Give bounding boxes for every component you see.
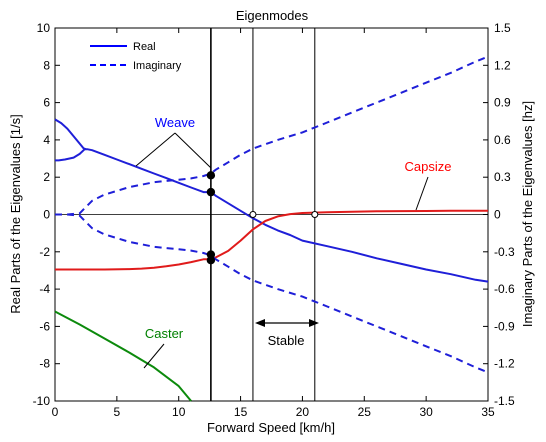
legend: Real Imaginary — [90, 41, 182, 72]
chart-title: Eigenmodes — [236, 8, 309, 23]
right-y-tick-label: -1.2 — [494, 357, 515, 371]
legend-real-label: Real — [133, 41, 156, 53]
right-y-tick-label: 1.5 — [494, 21, 511, 35]
series-line-4-imaginary — [55, 55, 489, 216]
right-y-tick-label: -0.9 — [494, 319, 515, 333]
x-tick-label: 25 — [358, 405, 372, 419]
x-tick-label: 20 — [296, 405, 310, 419]
x-tick-label: 15 — [234, 405, 248, 419]
left-y-tick-label: 6 — [43, 96, 50, 110]
right-y-tick-label: 1.2 — [494, 58, 511, 72]
x-tick-label: 5 — [114, 405, 121, 419]
stability-boundary-marker — [311, 211, 319, 218]
left-y-tick-label: 8 — [43, 58, 50, 72]
left-y-tick-label: -2 — [39, 245, 50, 259]
weave-annotation: Weave — [155, 115, 195, 130]
left-y-axis-ticks: -10 -8 -6 -4 -2 0 2 4 6 8 10 — [33, 21, 60, 408]
left-y-tick-label: -4 — [39, 282, 50, 296]
x-tick-label: 35 — [481, 405, 495, 419]
left-y-tick-label: -8 — [39, 357, 50, 371]
x-axis-ticks: 0 5 10 15 20 25 30 35 — [52, 28, 495, 419]
left-y-tick-label: -6 — [39, 319, 50, 333]
left-y-axis-label: Real Parts of the Eigenvalues [1/s] — [8, 114, 23, 313]
legend-imaginary-label: Imaginary — [133, 60, 182, 72]
x-tick-label: 30 — [419, 405, 433, 419]
weave-pointer-real — [135, 132, 176, 167]
x-tick-label: 10 — [172, 405, 186, 419]
right-y-tick-label: -0.3 — [494, 245, 515, 259]
series-layer — [54, 55, 489, 402]
right-y-axis-label: Imaginary Parts of the Eigenvalues [hz] — [520, 101, 535, 327]
annotations: Weave Capsize Caster Stable — [135, 115, 452, 369]
series-line-5-imaginary — [55, 213, 489, 374]
right-y-tick-label: 0 — [494, 208, 501, 222]
x-tick-label: 0 — [52, 405, 59, 419]
capsize-pointer — [415, 176, 429, 211]
right-y-axis-ticks: -1.5 -1.2 -0.9 -0.6 -0.3 0 0.3 0.6 0.9 1.2 1.5 — [483, 21, 515, 408]
left-y-tick-label: 0 — [43, 208, 50, 222]
intersection-point — [206, 255, 216, 265]
caster-annotation: Caster — [145, 326, 184, 341]
x-axis-label: Forward Speed [km/h] — [207, 420, 335, 435]
right-y-tick-label: -1.5 — [494, 394, 515, 408]
series-line-1-real — [54, 118, 87, 151]
caster-pointer — [143, 343, 165, 369]
weave-pointer-imaginary — [174, 132, 212, 169]
left-y-tick-label: 2 — [43, 170, 50, 184]
series-line-2-real — [55, 209, 488, 271]
left-y-tick-label: 10 — [37, 21, 51, 35]
plot-area — [54, 27, 489, 402]
right-y-tick-label: 0.3 — [494, 170, 511, 184]
capsize-annotation: Capsize — [405, 159, 452, 174]
intersection-point — [206, 171, 216, 180]
right-y-tick-label: -0.6 — [494, 282, 515, 296]
right-y-tick-label: 0.9 — [494, 96, 511, 110]
left-y-tick-label: -10 — [33, 394, 51, 408]
stable-range-arrow — [255, 319, 319, 327]
right-y-tick-label: 0.6 — [494, 133, 511, 147]
stability-boundary-marker — [249, 211, 257, 218]
left-y-tick-label: 4 — [43, 133, 50, 147]
stable-annotation: Stable — [268, 333, 305, 348]
series-line-3-real — [54, 310, 192, 402]
intersection-point — [206, 187, 216, 197]
marker-layer — [206, 171, 319, 265]
